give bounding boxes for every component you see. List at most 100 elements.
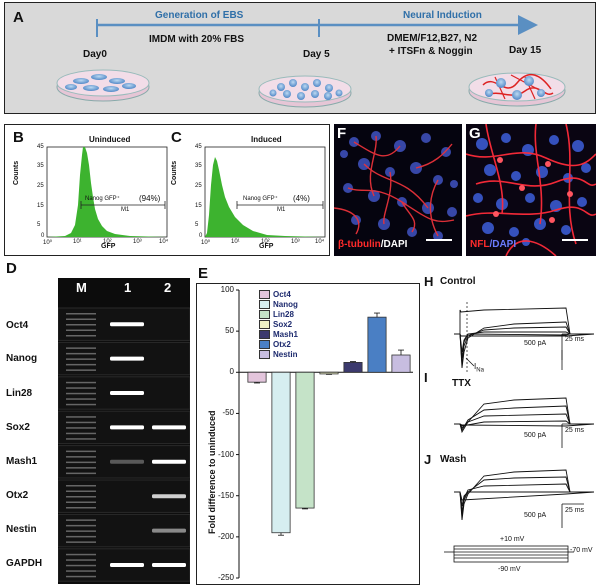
xtick-b: 10² [103,239,112,245]
panel-letter-d: D [6,260,17,277]
trace-wash [454,469,595,521]
ladder-band [66,570,96,572]
legend-swatch [259,310,270,320]
counts-label-b: Counts [13,160,20,185]
band-lane2 [152,528,186,533]
legend-item: Otx2 [259,340,291,350]
ladder-band [66,541,96,543]
gate-pct-b: (94%) [139,194,161,203]
scale-time-j: 25 ms [565,507,585,514]
ladder-band [66,456,96,458]
ina-label: INa [474,362,484,374]
stage2-medium-line2: + ITSFn & Noggin [389,46,473,57]
legend-swatch [259,290,270,300]
ytick-c: 5 [195,222,199,228]
bar-chart-svg [236,289,413,579]
xtick-c: 10⁴ [315,239,325,245]
gene-label: GAPDH [6,558,43,569]
xtick-c: 10³ [291,239,300,245]
panel-d-rtpcr-gel: D M 1 2 Oct4 Nanog Lin28 Sox2 Mash1 Otx2… [4,260,190,584]
dish-day5-icon [258,75,352,108]
panel-letter-h: H [424,274,434,289]
bar-nanog [271,371,291,534]
band-lane1 [110,459,144,464]
histogram-b [46,146,168,238]
day0-label: Day0 [83,49,107,60]
ladder-band [66,472,96,475]
legend-item: Mash1 [259,330,298,340]
xtick-c: 10⁰ [201,240,211,246]
ladder-band [66,398,96,400]
ytick-c: 15 [195,203,202,209]
y-tick-label: -150 [217,490,234,500]
ladder-band [66,438,96,440]
ladder-band [66,381,96,384]
y-tick-label: 50 [225,326,234,336]
legend-swatch [259,330,270,340]
ytick-b: 45 [37,144,44,150]
panel-letter-e: E [198,265,209,282]
gate-name-b: M1 [121,207,130,213]
ladder-band [66,559,96,561]
ladder-band [66,524,96,527]
panel-f-micrograph: F β-tubulin/DAPI [334,124,462,256]
ladder-band [66,392,96,395]
y-tick-label: 100 [220,285,234,294]
xtick-c: 10¹ [231,239,240,245]
ladder-band [66,519,96,521]
stage2-medium-line1: DMEM/F12,B27, N2 [387,33,478,44]
ytick-b: 15 [37,203,44,209]
ladder-band [66,553,96,556]
ladder-band [66,313,96,315]
gate-name-c: M1 [277,207,286,213]
gene-label: Oct4 [6,320,29,331]
ladder-band [66,490,96,492]
ladder-band [66,369,96,371]
g-caption-dapi: /DAPI [489,239,517,250]
wash-label: Wash [440,454,467,465]
band-lane2 [152,494,186,499]
gene-label: Nanog [6,353,38,364]
ladder-band [66,358,96,360]
day5-label: Day 5 [303,49,330,60]
y-tick-label: 0 [229,367,234,377]
gene-label: Sox2 [6,422,30,433]
band-lane2 [152,459,186,464]
panel-letter-b: B [13,129,24,146]
trace-ttx [454,397,595,434]
current-traces-svg [444,302,595,563]
ytick-b: 5 [37,222,41,228]
panel-letter-j: J [424,452,432,467]
nfl-image [466,124,596,256]
panel-a-timeline: A [4,2,596,114]
legend-item: Lin28 [259,310,294,320]
stage2-title: Neural Induction [403,10,482,21]
voltage-protocol [444,545,574,563]
legend-swatch [259,350,270,360]
induced-title: Induced [251,135,282,144]
protocol-top-label: +10 mV [500,536,525,543]
counts-label-c: Counts [171,160,178,185]
legend-item: Sox2 [259,320,293,330]
legend-label: Sox2 [273,320,293,329]
gene-label: Otx2 [6,490,29,501]
bar-lin28 [295,371,315,509]
panel-letter-c: C [171,129,182,146]
xtick-b: 10⁰ [43,240,53,246]
legend-swatch [259,320,270,330]
control-label: Control [440,276,476,287]
ladder-band [66,450,96,453]
panel-g-micrograph: G NFL/DAPI [466,124,596,256]
legend-item: Nanog [259,300,298,310]
uninduced-title: Uninduced [89,135,131,144]
y-tick-label: -100 [217,449,234,459]
ina-pointer [465,357,475,367]
panel-letter-i: I [424,370,428,385]
ladder-band [66,461,96,464]
ytick-c: 0 [199,233,203,239]
panel-bc-flow-cytometry: B Uninduced Counts GFP Nanog GFP⁺ (94%) … [4,124,330,256]
dish-day15-icon [468,72,566,107]
ladder-band [66,535,96,538]
band-lane1 [110,425,144,430]
y-tick-label: -250 [217,573,234,582]
